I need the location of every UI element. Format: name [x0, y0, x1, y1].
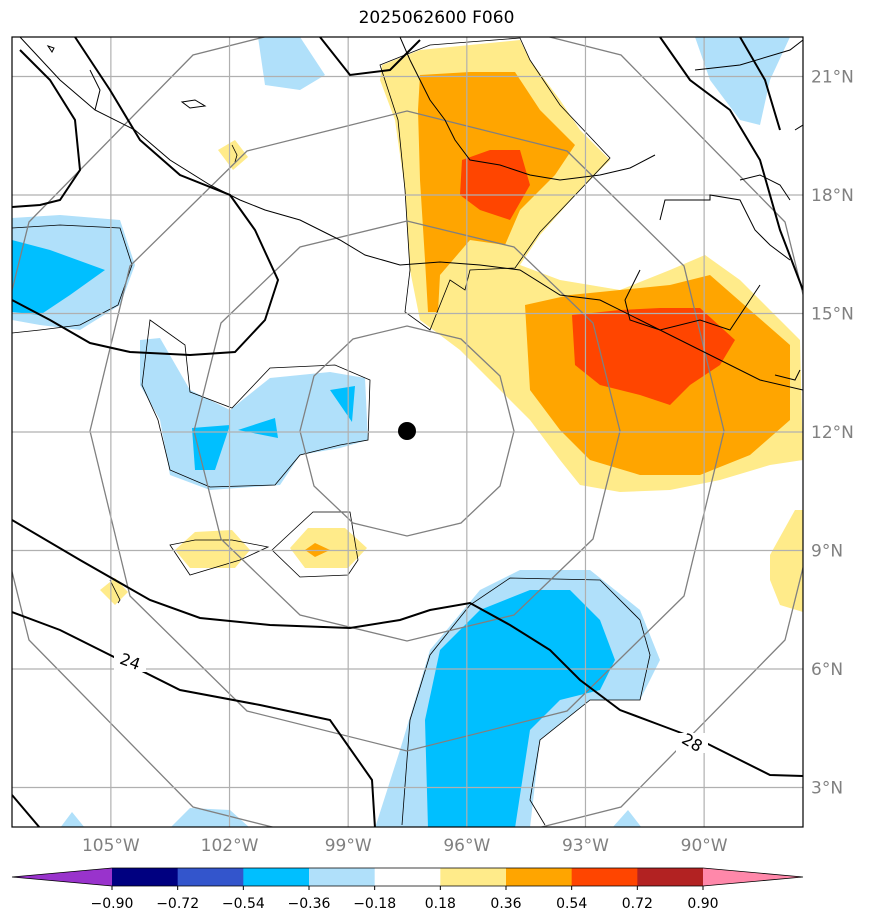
colorbar-label: −0.36 — [288, 896, 331, 912]
lon-tick-label: 90°W — [681, 836, 728, 856]
lon-tick-label: 102°W — [201, 836, 259, 856]
colorbar-segment — [440, 868, 507, 886]
colorbar: −0.90 −0.72 −0.54 −0.36 −0.18 0.18 0.36 0.54 0.7… — [11, 867, 804, 912]
lon-tick-label: 93°W — [562, 836, 609, 856]
map-frame — [11, 36, 804, 828]
map-title: 2025062600 F060 — [358, 8, 515, 28]
lon-tick-label: 96°W — [443, 836, 490, 856]
colorbar-label: 0.36 — [490, 896, 521, 912]
lat-tick-label: 21°N — [811, 68, 854, 88]
colorbar-segment — [112, 868, 179, 886]
colorbar-label: −0.18 — [353, 896, 396, 912]
lon-tick-label: 105°W — [82, 836, 140, 856]
colorbar-segment — [309, 868, 376, 886]
contour-labels: 24 28 — [114, 649, 708, 756]
colorbar-segment — [571, 868, 638, 886]
colorbar-segment — [506, 868, 573, 886]
colorbar-label: −0.90 — [91, 896, 134, 912]
colorbar-label: 0.54 — [556, 896, 587, 912]
colorbar-segment — [374, 868, 441, 886]
map-plot-area — [12, 37, 803, 827]
colorbar-label: 0.18 — [425, 896, 456, 912]
colorbar-label: −0.54 — [222, 896, 265, 912]
colorbar-label: −0.72 — [156, 896, 199, 912]
colorbar-segment — [637, 868, 704, 886]
lon-tick-label: 99°W — [325, 836, 372, 856]
distance-rings — [12, 37, 803, 827]
negative-anomaly-medium — [12, 240, 615, 827]
lat-tick-label: 15°N — [811, 305, 854, 325]
colorbar-segment — [177, 868, 244, 886]
colorbar-segment — [243, 868, 310, 886]
coastlines — [19, 37, 803, 391]
colorbar-extend-high — [703, 868, 803, 886]
lat-tick-label: 9°N — [811, 542, 843, 562]
lat-lon-gridlines — [12, 37, 803, 827]
lat-tick-label: 18°N — [811, 186, 854, 206]
positive-anomaly-orange — [305, 72, 790, 557]
lat-tick-label: 6°N — [811, 660, 843, 680]
colorbar-label: 0.90 — [687, 896, 718, 912]
lat-tick-label: 12°N — [811, 423, 854, 443]
axis-tick-labels: 105°W 102°W 99°W 96°W 93°W 90°W 21°N 18°N 15°N 12… — [82, 68, 854, 857]
positive-anomaly-red — [460, 150, 735, 405]
lat-tick-label: 3°N — [811, 779, 843, 799]
storm-center-marker — [398, 422, 416, 440]
colorbar-label: 0.72 — [622, 896, 653, 912]
colorbar-extend-low — [12, 868, 112, 886]
